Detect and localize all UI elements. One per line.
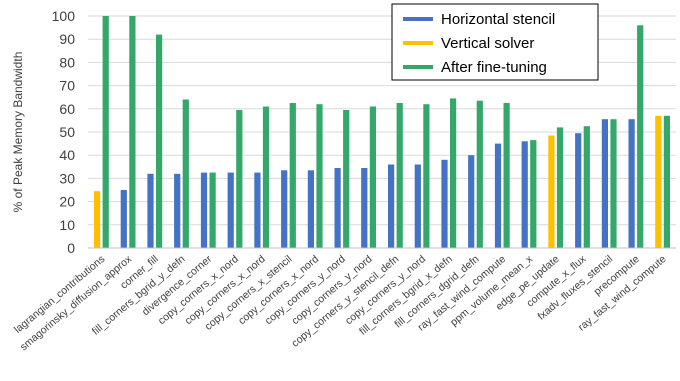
bar-after-fine-tuning	[610, 119, 617, 248]
bar-horizontal-stencil	[147, 173, 154, 248]
bar-after-fine-tuning	[209, 172, 216, 248]
y-tick-label: 90	[59, 31, 75, 47]
bar-after-fine-tuning	[316, 104, 323, 248]
bar-after-fine-tuning	[503, 103, 510, 248]
bar-horizontal-stencil	[468, 155, 475, 248]
bar-vertical-solver	[94, 191, 101, 248]
bar-horizontal-stencil	[521, 141, 528, 248]
bar-after-fine-tuning	[262, 106, 270, 248]
legend-entry: Vertical solver	[441, 35, 534, 52]
bar-horizontal-stencil	[601, 119, 608, 248]
y-tick-label: 40	[59, 147, 75, 163]
bar-horizontal-stencil	[494, 143, 502, 248]
bar-vertical-solver	[655, 115, 662, 248]
y-tick-label: 10	[59, 217, 75, 233]
bar-after-fine-tuning	[556, 127, 564, 248]
bar-after-fine-tuning	[476, 100, 483, 248]
bar-after-fine-tuning	[289, 103, 296, 248]
bar-after-fine-tuning	[663, 115, 670, 248]
legend: Horizontal stencil Vertical solver After f…	[391, 3, 599, 81]
bar-after-fine-tuning	[396, 103, 403, 248]
bar-horizontal-stencil	[200, 172, 208, 248]
bar-horizontal-stencil	[281, 170, 288, 248]
bar-after-fine-tuning	[423, 104, 430, 248]
y-tick-label: 20	[59, 194, 75, 210]
legend-swatch	[403, 17, 433, 21]
bar-horizontal-stencil	[174, 173, 181, 248]
bar-horizontal-stencil	[361, 168, 368, 248]
bar-after-fine-tuning	[102, 16, 109, 248]
y-tick-label: 50	[59, 124, 75, 140]
y-tick-label: 60	[59, 101, 75, 117]
y-tick-label: 70	[59, 78, 75, 94]
category-labels: lagrangian_contributionssmagorinsky_diff…	[12, 253, 669, 354]
bar-after-fine-tuning	[129, 16, 136, 248]
bar-after-fine-tuning	[450, 98, 457, 249]
bar-after-fine-tuning	[530, 140, 537, 248]
bar-horizontal-stencil	[227, 172, 234, 248]
x-category-label: smagorinsky_diffusion_approx	[18, 253, 135, 354]
bar-after-fine-tuning	[156, 34, 163, 248]
bar-after-fine-tuning	[369, 106, 376, 248]
bar-horizontal-stencil	[307, 170, 314, 248]
bar-after-fine-tuning	[343, 110, 350, 248]
legend-swatch	[403, 65, 433, 69]
y-tick-label: 30	[59, 170, 75, 186]
bar-horizontal-stencil	[120, 190, 127, 248]
bar-after-fine-tuning	[583, 126, 590, 248]
y-tick-label: 0	[67, 240, 75, 256]
bar-horizontal-stencil	[388, 164, 395, 248]
legend-swatch	[403, 41, 433, 45]
bar-horizontal-stencil	[254, 172, 261, 248]
bar-horizontal-stencil	[414, 164, 421, 248]
bars	[94, 16, 670, 249]
legend-entry: After fine-tuning	[441, 59, 547, 76]
bar-after-fine-tuning	[182, 99, 189, 248]
bar-horizontal-stencil	[628, 119, 635, 248]
y-tick-label: 100	[52, 8, 76, 24]
bar-after-fine-tuning	[236, 110, 243, 248]
y-tick-label: 80	[59, 54, 75, 70]
y-axis-ticks: 0 10 20 30 40 50 60 70 80 90 100	[52, 8, 76, 256]
bar-after-fine-tuning	[637, 25, 644, 248]
legend-entry: Horizontal stencil	[441, 11, 555, 28]
bar-vertical-solver	[548, 135, 555, 248]
bar-horizontal-stencil	[441, 159, 448, 248]
bar-horizontal-stencil	[334, 168, 341, 248]
bar-horizontal-stencil	[575, 133, 582, 248]
y-axis-label: % of Peak Memory Bandwidth	[11, 52, 25, 213]
